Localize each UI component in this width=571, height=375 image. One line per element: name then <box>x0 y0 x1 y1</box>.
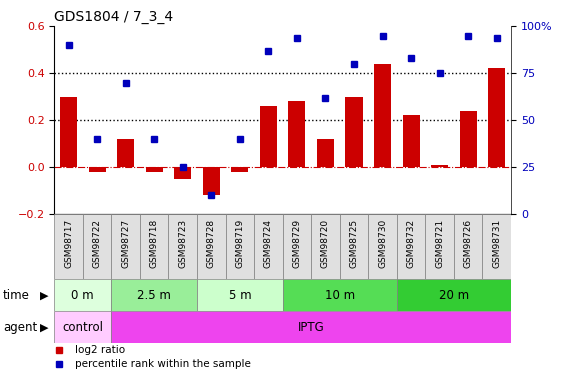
Bar <box>54 311 111 343</box>
Text: ▶: ▶ <box>40 290 49 300</box>
Bar <box>397 279 511 311</box>
Bar <box>283 279 397 311</box>
Bar <box>111 311 511 343</box>
Bar <box>146 167 163 172</box>
Text: ▶: ▶ <box>40 322 49 332</box>
Text: GSM98719: GSM98719 <box>235 219 244 268</box>
Bar <box>60 97 77 167</box>
Bar <box>345 97 363 167</box>
Bar <box>368 214 397 279</box>
Bar <box>482 214 511 279</box>
Bar <box>203 167 220 195</box>
Bar <box>231 167 248 172</box>
Bar <box>254 214 283 279</box>
Text: agent: agent <box>3 321 37 334</box>
Bar <box>89 167 106 172</box>
Text: GDS1804 / 7_3_4: GDS1804 / 7_3_4 <box>54 10 174 24</box>
Text: time: time <box>3 289 30 302</box>
Bar <box>311 214 340 279</box>
Text: GSM98726: GSM98726 <box>464 219 473 268</box>
Bar <box>197 214 226 279</box>
Bar <box>168 214 197 279</box>
Bar <box>174 167 191 178</box>
Bar <box>454 214 482 279</box>
Text: control: control <box>62 321 103 334</box>
Text: 20 m: 20 m <box>439 289 469 302</box>
Text: 0 m: 0 m <box>71 289 94 302</box>
Text: percentile rank within the sample: percentile rank within the sample <box>75 359 251 369</box>
Text: log2 ratio: log2 ratio <box>75 345 125 355</box>
Text: GSM98722: GSM98722 <box>93 219 102 268</box>
Text: GSM98717: GSM98717 <box>64 219 73 268</box>
Text: GSM98732: GSM98732 <box>407 219 416 268</box>
Bar <box>317 139 334 167</box>
Text: GSM98723: GSM98723 <box>178 219 187 268</box>
Bar <box>397 214 425 279</box>
Bar <box>140 214 168 279</box>
Bar <box>111 279 197 311</box>
Text: 2.5 m: 2.5 m <box>137 289 171 302</box>
Text: GSM98727: GSM98727 <box>121 219 130 268</box>
Bar <box>260 106 277 167</box>
Text: GSM98724: GSM98724 <box>264 219 273 268</box>
Bar <box>460 111 477 167</box>
Bar <box>288 101 305 167</box>
Text: GSM98725: GSM98725 <box>349 219 359 268</box>
Text: GSM98720: GSM98720 <box>321 219 330 268</box>
Text: GSM98730: GSM98730 <box>378 219 387 268</box>
Bar <box>54 279 111 311</box>
Text: GSM98729: GSM98729 <box>292 219 301 268</box>
Text: GSM98728: GSM98728 <box>207 219 216 268</box>
Text: 5 m: 5 m <box>228 289 251 302</box>
Bar <box>425 214 454 279</box>
Text: GSM98718: GSM98718 <box>150 219 159 268</box>
Bar <box>340 214 368 279</box>
Bar <box>488 68 505 167</box>
Bar <box>431 165 448 167</box>
Text: GSM98721: GSM98721 <box>435 219 444 268</box>
Text: GSM98731: GSM98731 <box>492 219 501 268</box>
Text: 10 m: 10 m <box>325 289 355 302</box>
Bar <box>403 116 420 167</box>
Bar <box>197 279 283 311</box>
Bar <box>283 214 311 279</box>
Bar <box>111 214 140 279</box>
Bar <box>117 139 134 167</box>
Bar <box>374 64 391 167</box>
Bar <box>226 214 254 279</box>
Text: IPTG: IPTG <box>298 321 324 334</box>
Bar <box>54 214 83 279</box>
Bar <box>83 214 111 279</box>
